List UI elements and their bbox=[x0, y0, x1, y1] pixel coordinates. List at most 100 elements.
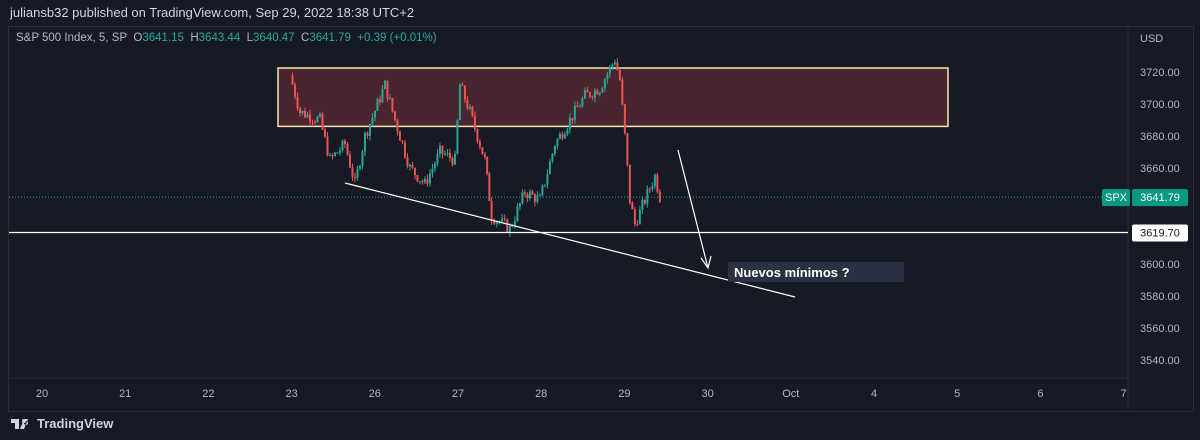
candle-body bbox=[478, 141, 481, 148]
candle-body bbox=[543, 184, 546, 186]
candle-body bbox=[353, 176, 356, 179]
symbol-tag-text: SPX bbox=[1105, 192, 1128, 204]
candle-body bbox=[313, 121, 316, 123]
candle-body bbox=[648, 188, 651, 190]
candle-body bbox=[328, 155, 331, 157]
candle-body bbox=[396, 120, 399, 132]
candle-body bbox=[316, 116, 319, 122]
candle-body bbox=[333, 152, 336, 157]
candle-body bbox=[483, 154, 486, 157]
price-tick-label: 3660.00 bbox=[1140, 163, 1180, 175]
candle-body bbox=[556, 139, 559, 147]
time-tick-label: Oct bbox=[782, 388, 799, 400]
candle-body bbox=[568, 117, 571, 130]
candle-body bbox=[443, 153, 446, 155]
publisher-line: juliansb32 published on TradingView.com,… bbox=[10, 5, 415, 20]
symbol-label: S&P 500 Index, 5, SP bbox=[16, 32, 128, 44]
candle-body bbox=[633, 209, 636, 225]
candle-body bbox=[501, 218, 504, 222]
candle-body bbox=[481, 147, 484, 155]
tradingview-logo-icon bbox=[11, 418, 29, 429]
candle-body bbox=[433, 163, 436, 169]
level-tag bbox=[1132, 224, 1188, 242]
candle-body bbox=[363, 132, 366, 152]
candle-body bbox=[486, 156, 489, 174]
candle-body bbox=[391, 98, 394, 112]
candle-body bbox=[441, 145, 444, 155]
candle-body bbox=[598, 92, 601, 95]
candle-body bbox=[456, 120, 459, 154]
candle-body bbox=[408, 164, 411, 167]
time-tick-label: 28 bbox=[535, 388, 547, 400]
candle-body bbox=[586, 90, 589, 93]
arrow-line bbox=[677, 149, 709, 269]
annotation-box bbox=[728, 262, 904, 282]
level-tag-text: 3619.70 bbox=[1140, 227, 1180, 239]
time-tick-label: 20 bbox=[36, 388, 48, 400]
time-tick-label: 21 bbox=[119, 388, 131, 400]
candle-body bbox=[608, 66, 611, 75]
candle-body bbox=[613, 62, 616, 65]
candle-body bbox=[406, 157, 409, 167]
candle-body bbox=[581, 98, 584, 107]
candle-body bbox=[298, 108, 301, 114]
candle-body bbox=[338, 150, 341, 153]
candle-body bbox=[311, 121, 314, 123]
candle-body bbox=[351, 167, 354, 177]
candle-body bbox=[601, 88, 604, 93]
candle-body bbox=[656, 174, 659, 192]
price-tick-label: 3720.00 bbox=[1140, 67, 1180, 79]
candle-body bbox=[368, 123, 371, 136]
candle-body bbox=[611, 64, 614, 67]
price-tick-label: 3580.00 bbox=[1140, 291, 1180, 303]
candle-body bbox=[358, 166, 361, 169]
candle-body bbox=[518, 203, 521, 207]
candle-body bbox=[618, 70, 621, 81]
candle-body bbox=[511, 225, 514, 227]
candle-body bbox=[401, 140, 404, 143]
candle-body bbox=[538, 195, 541, 197]
last-price-tag-text: 3641.79 bbox=[1140, 192, 1180, 204]
candle-body bbox=[551, 153, 554, 162]
candle-body bbox=[301, 110, 304, 114]
candle-body bbox=[306, 114, 309, 118]
candle-body bbox=[536, 195, 539, 202]
candle-body bbox=[448, 152, 451, 159]
candle-body bbox=[378, 98, 381, 103]
candle-body bbox=[326, 136, 329, 156]
candle-body bbox=[588, 92, 591, 97]
candle-body bbox=[571, 117, 574, 121]
candle-body bbox=[495, 221, 498, 224]
annotation-text: Nuevos mínimos ? bbox=[734, 265, 850, 280]
ohlc-legend: S&P 500 Index, 5, SP O3641.15 H3643.44 L… bbox=[16, 32, 437, 44]
candle-body bbox=[631, 202, 634, 210]
candle-body bbox=[371, 117, 374, 124]
candle-body bbox=[628, 164, 631, 203]
candle-body bbox=[548, 161, 551, 174]
price-tick-label: 3680.00 bbox=[1140, 131, 1180, 143]
candle-body bbox=[373, 110, 376, 118]
candle-body bbox=[451, 158, 454, 165]
candle-body bbox=[561, 133, 564, 139]
candle-body bbox=[606, 74, 609, 80]
candle-body bbox=[516, 206, 519, 221]
chart-frame[interactable] bbox=[8, 26, 1194, 412]
candle-body bbox=[658, 191, 661, 203]
candle-body bbox=[428, 173, 431, 184]
change-value: +0.39 (+0.01%) bbox=[357, 32, 437, 44]
candle-body bbox=[643, 200, 646, 204]
open-value: 3641.15 bbox=[142, 32, 184, 44]
candle-body bbox=[506, 219, 509, 233]
candle-body bbox=[508, 225, 511, 233]
candle-body bbox=[473, 115, 476, 130]
time-tick-label: 5 bbox=[954, 388, 960, 400]
candle-body bbox=[583, 90, 586, 99]
candle-body bbox=[303, 110, 306, 118]
candle-body bbox=[466, 99, 469, 109]
candle-body bbox=[458, 84, 461, 121]
candle-body bbox=[436, 153, 439, 164]
candle-body bbox=[356, 168, 359, 179]
candle-body bbox=[558, 133, 561, 140]
high-label: H bbox=[190, 32, 199, 44]
